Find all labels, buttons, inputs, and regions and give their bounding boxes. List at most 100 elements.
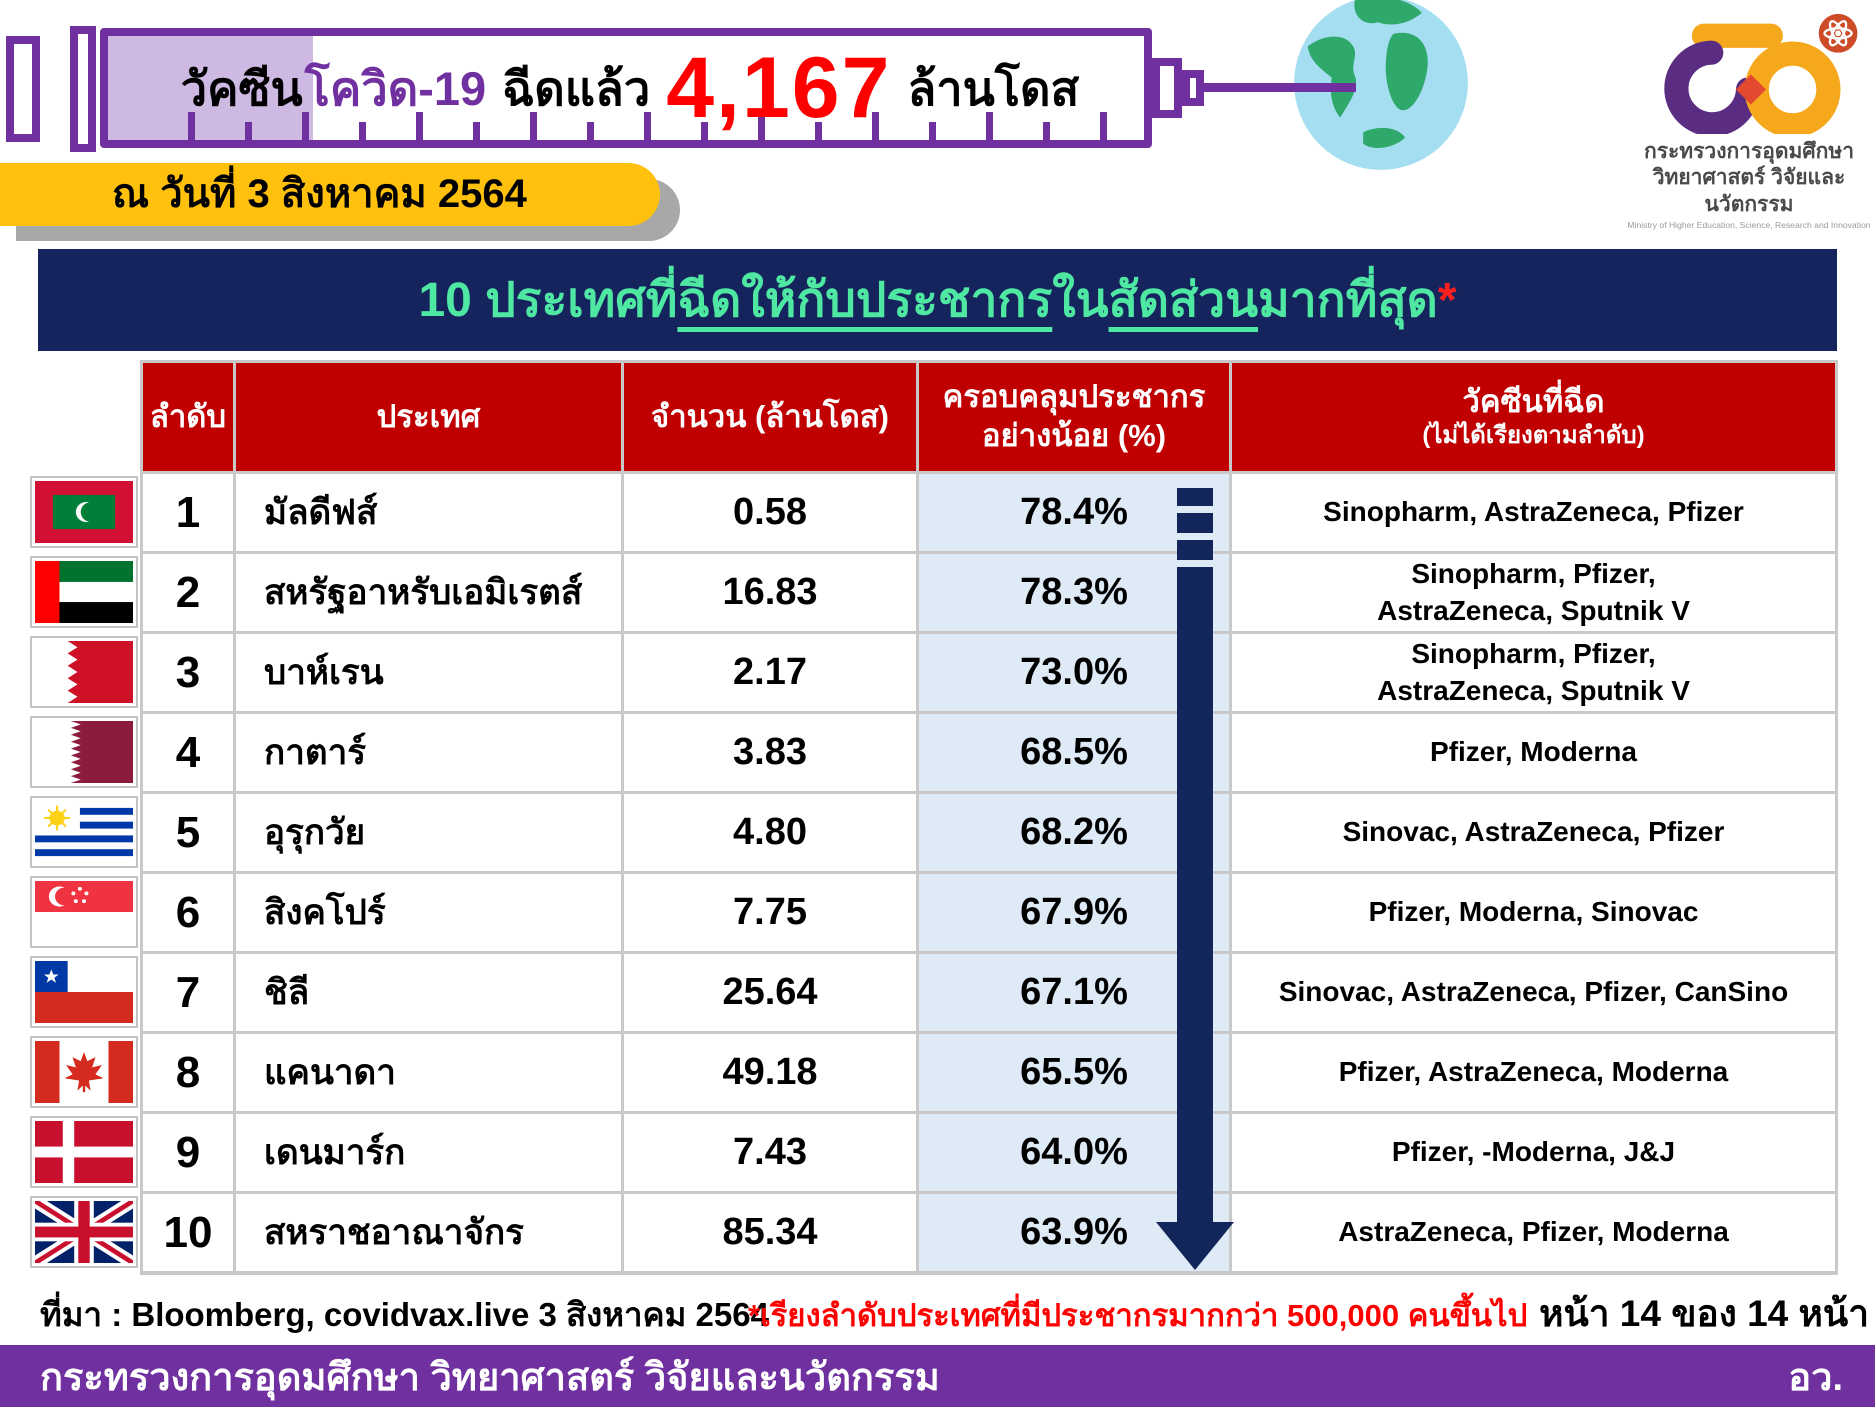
scale-tick [644, 112, 651, 140]
rank-cell: 6 [143, 874, 233, 951]
bahrain-flag-icon [30, 636, 138, 708]
vaccines-cell: Pfizer, AstraZeneca, Moderna [1232, 1034, 1835, 1111]
atom-icon [1818, 13, 1858, 53]
scale-tick [872, 112, 879, 140]
vaccines-cell: Sinopharm, Pfizer, AstraZeneca, Sputnik … [1232, 554, 1835, 631]
footnote-text: *เรียงลำดับประเทศที่มีประชากรมากกว่า 500… [748, 1298, 1528, 1333]
vaccines-cell: Pfizer, Moderna [1232, 714, 1835, 791]
header-vaccines: วัคซีนที่ฉีด (ไม่ได้เรียงตามลำดับ) [1232, 363, 1835, 471]
qatar-flag-icon [30, 716, 138, 788]
rank-cell: 7 [143, 954, 233, 1031]
country-cell: บาห์เรน [236, 634, 621, 711]
doses-cell: 85.34 [624, 1194, 916, 1271]
rank-cell: 4 [143, 714, 233, 791]
footer-ministry-name: กระทรวงการอุดมศึกษา วิทยาศาสตร์ วิจัยและ… [40, 1356, 940, 1399]
country-cell: อุรุกวัย [236, 794, 621, 871]
vaccines-cell: Sinopharm, Pfizer, AstraZeneca, Sputnik … [1232, 634, 1835, 711]
scale-tick [416, 112, 423, 140]
syringe-nozzle-tip [1182, 70, 1204, 106]
total-doses-value: 4,167 [666, 39, 892, 136]
vaccines-cell: Pfizer, -Moderna, J&J [1232, 1114, 1835, 1191]
source-text: ที่มา : Bloomberg, covidvax.live 3 สิงหา… [40, 1296, 769, 1333]
logo-text-line3: Ministry of Higher Education, Science, R… [1627, 219, 1871, 230]
country-cell: สหราชอาณาจักร [236, 1194, 621, 1271]
country-cell: มัลดีฟส์ [236, 474, 621, 551]
arrow-dash [1177, 513, 1213, 533]
scale-tick [245, 122, 252, 140]
section-title-part5: มากที่สุด [1258, 274, 1438, 327]
doses-cell: 0.58 [624, 474, 916, 551]
vaccines-cell: Pfizer, Moderna, Sinovac [1232, 874, 1835, 951]
syringe-plunger-bar [70, 26, 96, 152]
canada-flag-icon [30, 1036, 138, 1108]
section-title-part3: ใน [1052, 274, 1109, 327]
syringe-fill [108, 36, 313, 140]
logo-text-line1: กระทรวงการอุดมศึกษา [1644, 140, 1854, 163]
header-vaccines-title: วัคซีนที่ฉีด [1462, 383, 1605, 419]
header-coverage: ครอบคลุมประชากร อย่างน้อย (%) [919, 363, 1229, 471]
title-suffix: ล้านโดส [907, 61, 1080, 115]
scale-tick [701, 122, 708, 140]
country-cell: สหรัฐอาหรับเอมิเรตส์ [236, 554, 621, 631]
vaccines-cell: Sinovac, AstraZeneca, Pfizer [1232, 794, 1835, 871]
rank-cell: 9 [143, 1114, 233, 1191]
doses-cell: 16.83 [624, 554, 916, 631]
ministry-logo: กระทรวงการอุดมศึกษา วิทยาศาสตร์ วิจัยและ… [1626, 12, 1872, 230]
denmark-flag-icon [30, 1116, 138, 1188]
uruguay-flag-icon [30, 796, 138, 868]
country-cell: ชิลี [236, 954, 621, 1031]
doses-cell: 2.17 [624, 634, 916, 711]
main-title: วัคซีน โควิด-19 ฉีดแล้ว 4,167 ล้านโดส [108, 28, 1152, 148]
rank-cell: 2 [143, 554, 233, 631]
vaccines-cell: AstraZeneca, Pfizer, Moderna [1232, 1194, 1835, 1271]
scale-tick [1043, 122, 1050, 140]
arrow-dash [1177, 540, 1213, 560]
rank-cell: 10 [143, 1194, 233, 1271]
vaccines-cell: Sinopharm, AstraZeneca, Pfizer [1232, 474, 1835, 551]
date-banner: ณ วันที่ 3 สิงหาคม 2564 [0, 163, 660, 226]
syringe-needle [1204, 83, 1356, 92]
arrow-shaft [1177, 567, 1213, 1224]
syringe-nozzle [1152, 58, 1182, 118]
rank-cell: 1 [143, 474, 233, 551]
scale-tick [473, 122, 480, 140]
syringe-plunger-cap [6, 36, 40, 142]
uk-flag-icon [30, 1196, 138, 1268]
country-cell: กาตาร์ [236, 714, 621, 791]
footer-bar: กระทรวงการอุดมศึกษา วิทยาศาสตร์ วิจัยและ… [0, 1345, 1875, 1407]
scale-tick [302, 112, 309, 140]
scale-tick [1100, 112, 1107, 140]
scale-tick [587, 122, 594, 140]
doses-cell: 7.43 [624, 1114, 916, 1191]
vaccines-cell: Sinovac, AstraZeneca, Pfizer, CanSino [1232, 954, 1835, 1031]
doses-cell: 4.80 [624, 794, 916, 871]
title-middle: ฉีดแล้ว [502, 61, 651, 115]
title-covid: โควิด-19 [304, 61, 487, 115]
section-title-asterisk: * [1437, 273, 1457, 327]
scale-tick [359, 122, 366, 140]
header-doses: จำนวน (ล้านโดส) [624, 363, 916, 471]
chile-flag-icon [30, 956, 138, 1028]
maldives-flag-icon [30, 476, 138, 548]
country-cell: สิงคโปร์ [236, 874, 621, 951]
globe-earth-icon [1294, 0, 1468, 170]
syringe-scale-ticks [108, 36, 1144, 140]
scale-tick [188, 112, 195, 140]
scale-tick [758, 112, 765, 140]
scale-tick [815, 122, 822, 140]
header-country: ประเทศ [236, 363, 621, 471]
title-prefix: วัคซีน [180, 61, 303, 115]
scale-tick [929, 122, 936, 140]
header-rank: ลำดับ [143, 363, 233, 471]
arrow-dash [1177, 488, 1213, 506]
rank-cell: 8 [143, 1034, 233, 1111]
section-title-part4: สัดส่วน [1108, 274, 1259, 327]
doses-cell: 25.64 [624, 954, 916, 1031]
footer-abbrev: อว. [1788, 1356, 1843, 1399]
scale-tick [530, 112, 537, 140]
rank-cell: 5 [143, 794, 233, 871]
section-title-bar: 10 ประเทศที่ ฉีดให้กับประชากร ใน สัดส่วน… [38, 249, 1837, 351]
mhesi-logo-icon [1664, 13, 1858, 138]
ranking-table: ลำดับ ประเทศ จำนวน (ล้านโดส) ครอบคลุมประ… [140, 360, 1838, 1275]
